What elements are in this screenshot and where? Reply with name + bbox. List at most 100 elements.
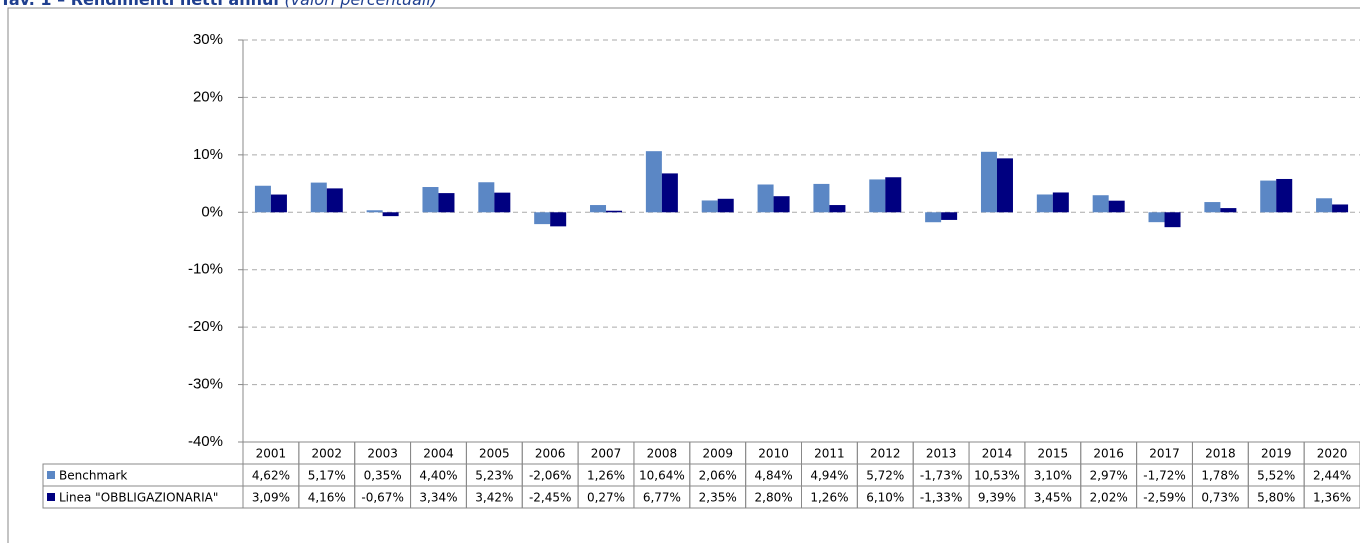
x-tick-label: 2007 — [591, 447, 622, 461]
value-label: 10,64% — [639, 469, 685, 483]
bar — [590, 205, 607, 213]
x-tick-label: 2019 — [1261, 447, 1292, 461]
x-tick-label: 2017 — [1149, 447, 1180, 461]
bar — [438, 193, 455, 213]
value-label: -2,59% — [1143, 491, 1185, 505]
value-label: -1,72% — [1143, 469, 1185, 483]
x-tick-label: 2013 — [926, 447, 957, 461]
bar — [773, 196, 790, 213]
value-label: 2,06% — [699, 469, 737, 483]
bar — [1148, 212, 1165, 223]
bar — [550, 212, 567, 227]
legend-label: Linea "OBBLIGAZIONARIA" — [59, 491, 218, 505]
x-tick-label: 2005 — [479, 447, 510, 461]
value-label: 4,16% — [308, 491, 346, 505]
legend-marker — [47, 493, 55, 501]
value-label: 3,45% — [1034, 491, 1072, 505]
value-label: -2,06% — [529, 469, 571, 483]
value-label: 5,72% — [866, 469, 904, 483]
bar — [717, 198, 734, 213]
legend-label: Benchmark — [59, 469, 127, 483]
bar — [996, 158, 1013, 213]
bar — [1052, 192, 1069, 213]
value-label: 1,78% — [1201, 469, 1239, 483]
value-label: 2,02% — [1090, 491, 1128, 505]
value-label: 1,26% — [587, 469, 625, 483]
value-label: 5,17% — [308, 469, 346, 483]
title-main: Tav. 1 – Rendimenti netti annui — [0, 0, 279, 9]
value-label: 10,53% — [974, 469, 1020, 483]
bar — [661, 173, 678, 213]
value-label: 4,84% — [755, 469, 793, 483]
value-label: 5,23% — [475, 469, 513, 483]
x-tick-label: 2016 — [1093, 447, 1124, 461]
bar — [494, 192, 511, 213]
value-label: 2,35% — [699, 491, 737, 505]
value-label: 4,40% — [419, 469, 457, 483]
bar — [1276, 178, 1293, 213]
value-label: 0,27% — [587, 491, 625, 505]
x-tick-label: 2015 — [1038, 447, 1069, 461]
bar — [310, 182, 327, 213]
y-tick-label: -20% — [188, 318, 223, 335]
bar — [941, 212, 958, 220]
bar — [254, 185, 271, 213]
bar — [606, 210, 623, 213]
y-tick-label: -10% — [188, 261, 223, 278]
value-label: 3,42% — [475, 491, 513, 505]
x-tick-label: 2011 — [814, 447, 845, 461]
value-label: 2,44% — [1313, 469, 1351, 483]
bar — [366, 210, 383, 213]
bar — [422, 187, 439, 213]
bar — [1332, 204, 1349, 213]
x-tick-label: 2010 — [758, 447, 789, 461]
bar — [885, 177, 902, 213]
x-tick-label: 2020 — [1317, 447, 1348, 461]
x-tick-label: 2008 — [647, 447, 678, 461]
bar — [1036, 194, 1053, 213]
bar — [829, 205, 846, 213]
legend-marker — [47, 471, 55, 479]
x-tick-label: 2004 — [423, 447, 454, 461]
legend-cell — [42, 485, 244, 509]
bar — [869, 179, 886, 213]
x-tick-label: 2014 — [982, 447, 1013, 461]
bar — [645, 151, 662, 213]
bar — [1164, 212, 1181, 228]
bar — [1092, 195, 1109, 213]
value-label: 5,80% — [1257, 491, 1295, 505]
y-tick-label: 10% — [193, 146, 223, 163]
bar — [980, 151, 997, 213]
bar — [925, 212, 942, 223]
value-label: -1,33% — [920, 491, 962, 505]
y-tick-label: 30% — [193, 31, 223, 48]
y-tick-label: -40% — [188, 433, 223, 450]
title-sub: (valori percentuali) — [284, 0, 437, 9]
bar — [701, 200, 718, 213]
value-label: 5,52% — [1257, 469, 1295, 483]
x-tick-label: 2002 — [312, 447, 343, 461]
x-tick-label: 2018 — [1205, 447, 1236, 461]
bar — [1204, 202, 1221, 213]
value-label: 4,62% — [252, 469, 290, 483]
chart-title: Tav. 1 – Rendimenti netti annui (valori … — [0, 0, 437, 9]
value-label: -0,67% — [361, 491, 403, 505]
bar — [813, 183, 830, 213]
value-label: 2,80% — [755, 491, 793, 505]
y-tick-label: 0% — [201, 203, 223, 220]
value-label: 1,26% — [810, 491, 848, 505]
value-label: 3,34% — [419, 491, 457, 505]
value-label: 0,73% — [1201, 491, 1239, 505]
value-label: 6,77% — [643, 491, 681, 505]
value-label: 1,36% — [1313, 491, 1351, 505]
value-label: 2,97% — [1090, 469, 1128, 483]
bar — [1108, 200, 1125, 213]
x-tick-label: 2006 — [535, 447, 566, 461]
chart-frame — [7, 7, 1360, 543]
x-tick-label: 2012 — [870, 447, 901, 461]
bar — [1220, 208, 1237, 213]
value-label: 0,35% — [364, 469, 402, 483]
bar — [1260, 180, 1277, 213]
value-label: 9,39% — [978, 491, 1016, 505]
